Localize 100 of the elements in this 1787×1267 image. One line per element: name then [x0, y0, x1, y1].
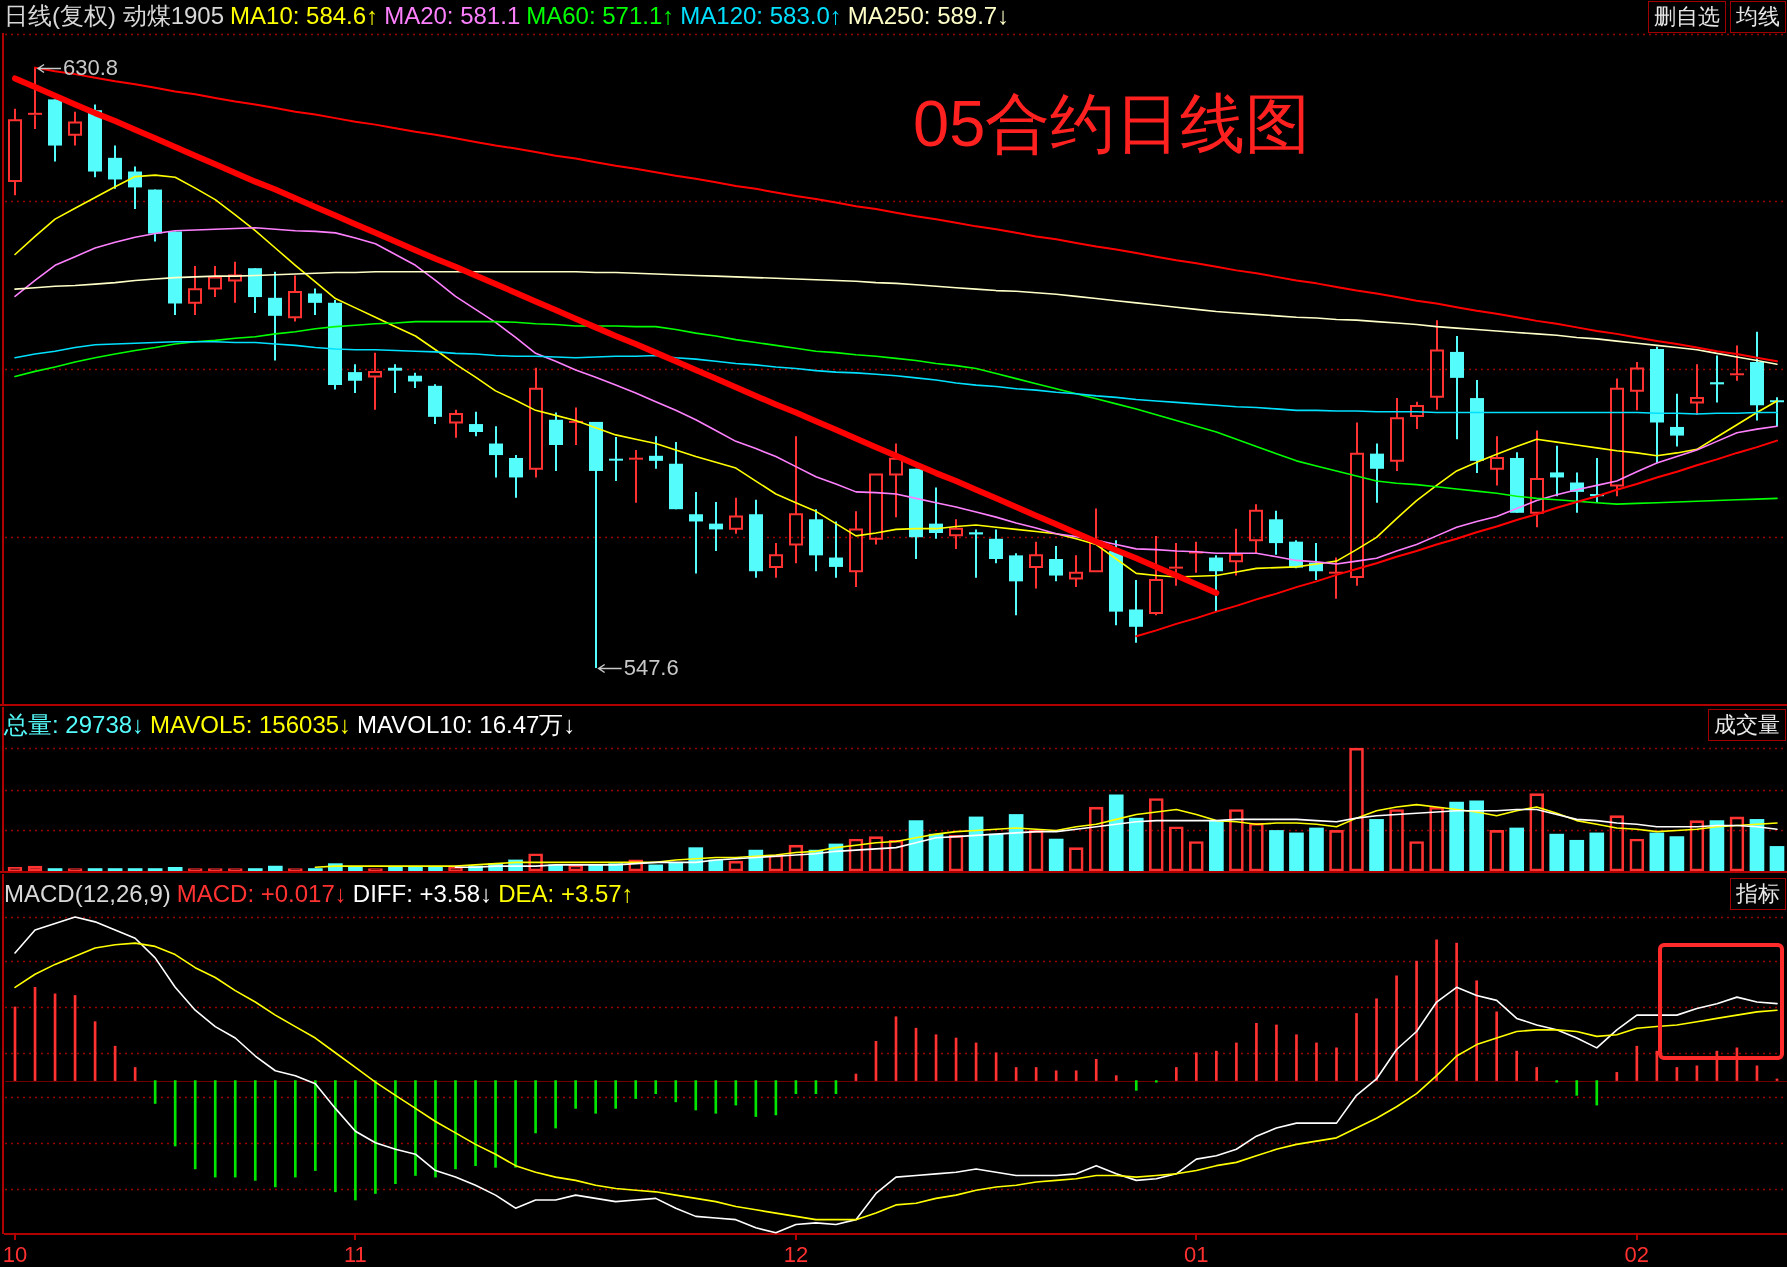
- candlestick: [228, 260, 242, 304]
- bar: [1649, 832, 1665, 871]
- text: 总量: 29738↓: [4, 711, 145, 738]
- bar: [554, 1080, 557, 1129]
- bar: [1515, 1050, 1519, 1081]
- candlestick: [1049, 544, 1063, 583]
- candlestick: [108, 144, 122, 190]
- bar: [1335, 1047, 1338, 1081]
- bar: [1269, 830, 1284, 871]
- candlestick: [1690, 363, 1704, 416]
- candlestick: [268, 270, 282, 362]
- bar: [1154, 1080, 1158, 1083]
- candlestick: [1610, 377, 1624, 498]
- bar: [454, 1080, 457, 1170]
- chart-title: 日线(复权) 动煤1905: [4, 2, 225, 29]
- bar: [694, 1080, 698, 1111]
- bar: [1769, 846, 1785, 871]
- bar: [494, 1080, 497, 1168]
- candlestick: [1430, 319, 1444, 411]
- bar: [47, 868, 63, 871]
- candlestick: [509, 454, 523, 499]
- bar: [87, 868, 103, 871]
- candlestick: [368, 351, 382, 411]
- bar: [308, 868, 323, 871]
- bar: [394, 1080, 397, 1184]
- bar: [1455, 942, 1458, 1081]
- bar: [1289, 832, 1304, 871]
- annotation: 547.6: [623, 654, 679, 680]
- candlestick: [689, 490, 703, 575]
- bar: [1209, 820, 1224, 871]
- x-tick-label: 02: [1624, 1242, 1650, 1267]
- candlestick: [288, 274, 302, 323]
- candlestick: [28, 66, 42, 130]
- bar: [1195, 1052, 1198, 1081]
- candlestick: [1390, 397, 1404, 472]
- chart-title: MACD(12,26,9): [4, 880, 171, 907]
- bar: [428, 866, 443, 871]
- candlestick: [729, 496, 743, 535]
- candlestick: [769, 542, 783, 579]
- candlestick: [1229, 527, 1243, 577]
- candlestick: [68, 110, 82, 147]
- candlestick: [1710, 354, 1724, 404]
- bar: [1008, 814, 1024, 871]
- bar: [1475, 980, 1478, 1081]
- candlestick: [1129, 578, 1143, 644]
- bar: [1048, 838, 1064, 871]
- bar: [988, 833, 1004, 871]
- candlestick: [1490, 435, 1504, 487]
- candlestick: [1029, 540, 1043, 590]
- bar: [167, 866, 183, 871]
- bar: [1709, 820, 1725, 871]
- bar: [1575, 1080, 1579, 1096]
- bar: [348, 866, 363, 871]
- bar: [1555, 1080, 1559, 1083]
- text: 成交量: [1708, 709, 1786, 741]
- candlestick: [889, 442, 903, 519]
- candlestick: [1730, 344, 1744, 382]
- text: MAVOL10: 16.47万↓: [357, 711, 576, 738]
- candlestick: [1670, 392, 1684, 448]
- bar: [1215, 1050, 1218, 1081]
- bar: [334, 1080, 337, 1193]
- text: MA10: 584.6↑: [230, 2, 379, 29]
- text: 指标: [1730, 878, 1786, 910]
- text: MACD: +0.017↓: [176, 880, 347, 907]
- annotation: 630.8: [63, 54, 119, 80]
- candlestick: [469, 410, 483, 438]
- bar: [294, 1080, 297, 1178]
- bar: [1108, 794, 1124, 871]
- candlestick: [969, 528, 983, 579]
- candlestick: [829, 520, 843, 579]
- bar: [1669, 836, 1685, 871]
- candlestick: [1149, 534, 1163, 617]
- bar: [534, 1080, 537, 1134]
- bar: [388, 866, 403, 871]
- bar: [1235, 1042, 1238, 1081]
- x-tick-label: 01: [1184, 1242, 1209, 1267]
- bar: [1435, 939, 1438, 1081]
- bar: [354, 1080, 357, 1201]
- bar: [233, 1080, 237, 1178]
- candlestick: [308, 287, 322, 317]
- candlestick: [449, 408, 463, 439]
- text: 删自选: [1648, 1, 1726, 33]
- bar: [173, 1080, 177, 1147]
- candlestick: [529, 366, 543, 479]
- bar: [1495, 1011, 1498, 1081]
- candlestick: [208, 265, 222, 299]
- bar: [147, 868, 163, 871]
- bar: [1535, 1067, 1539, 1081]
- text: MAVOL5: 156035↓: [150, 711, 352, 738]
- bar: [1128, 817, 1144, 871]
- candlestick: [949, 518, 963, 550]
- bar: [1074, 1070, 1078, 1081]
- candlestick: [1089, 507, 1103, 573]
- bar: [414, 1080, 417, 1176]
- bar: [247, 868, 263, 871]
- bar: [1054, 1070, 1058, 1081]
- bar: [1509, 827, 1525, 871]
- bar: [1395, 975, 1398, 1081]
- candlestick: [1249, 503, 1263, 555]
- text: MA60: 571.1↑: [526, 2, 675, 29]
